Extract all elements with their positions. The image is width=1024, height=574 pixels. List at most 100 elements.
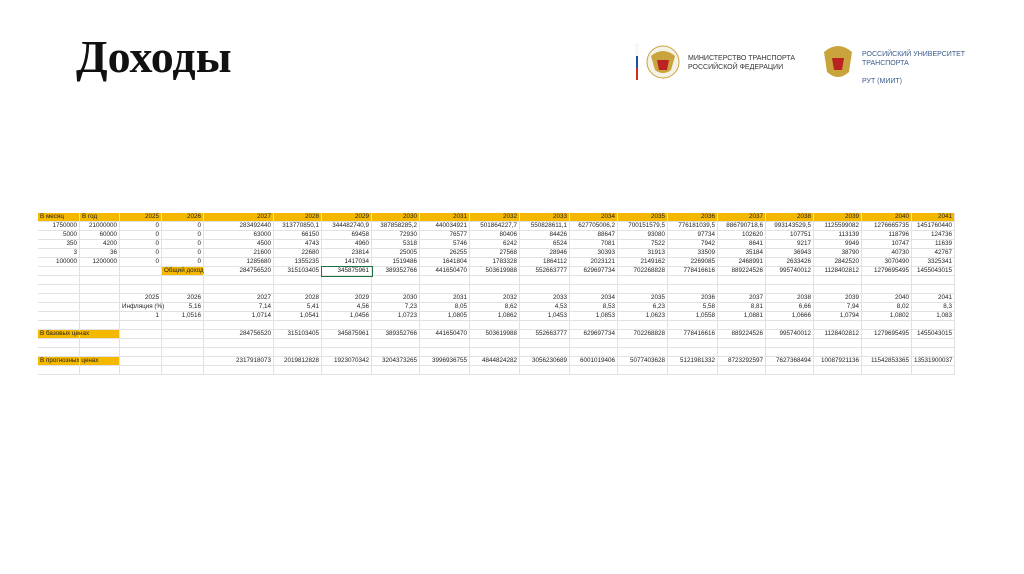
- cell: 1,083: [912, 312, 955, 321]
- cell: 441650470: [420, 330, 470, 339]
- cell: [912, 321, 955, 330]
- cell: [862, 339, 912, 348]
- cell: [912, 276, 955, 285]
- cell: [470, 348, 520, 357]
- cell: [120, 366, 162, 375]
- cell-text: 345875961: [337, 267, 369, 274]
- cell: 3325341: [912, 258, 955, 267]
- cell-text: 25005: [399, 249, 417, 256]
- cell: 6,66: [766, 303, 814, 312]
- cell: [570, 276, 618, 285]
- flag-white: [635, 43, 639, 57]
- cell: 1,0714: [204, 312, 274, 321]
- cell: 2633426: [766, 258, 814, 267]
- cell-text: 4844824282: [481, 357, 517, 364]
- cell-text: 886790718,6: [726, 222, 763, 229]
- cell-text: 0: [155, 231, 159, 238]
- cell-text: 31913: [647, 249, 665, 256]
- cell: 35184: [718, 249, 766, 258]
- cell: [120, 267, 162, 276]
- cell-text: 3325341: [927, 258, 952, 265]
- cell: 11542853365: [862, 357, 912, 366]
- cell: 3996936755: [420, 357, 470, 366]
- cell-text: 1,0853: [595, 312, 615, 319]
- cell-text: 11542853365: [870, 357, 909, 364]
- cell-text: 4960: [354, 240, 369, 247]
- cell-text: 28946: [549, 249, 567, 256]
- cell-text: 8,02: [896, 303, 909, 310]
- cell-text: 2027: [256, 213, 271, 220]
- cell: 8641: [718, 240, 766, 249]
- cell-text: 0: [155, 240, 159, 247]
- cell: [204, 321, 274, 330]
- cell-text: 1,0862: [497, 312, 517, 319]
- cell: [38, 366, 80, 375]
- cell: 8,3: [912, 303, 955, 312]
- cell: 2026: [162, 213, 204, 222]
- cell: 4,56: [322, 303, 372, 312]
- cell-text: 2036: [700, 294, 715, 301]
- cell: 1,0453: [520, 312, 570, 321]
- cell: [120, 348, 162, 357]
- cell: [618, 366, 668, 375]
- cell: [718, 321, 766, 330]
- cell-text: Общий доход: [164, 267, 204, 274]
- cell-text: 10087921136: [820, 357, 859, 364]
- cell: Инфляция (%): [120, 303, 164, 312]
- cell: [372, 339, 420, 348]
- cell-text: 700151579,5: [628, 222, 665, 229]
- cell: [618, 276, 668, 285]
- cell: 2029: [322, 213, 372, 222]
- cell: 889224526: [718, 330, 766, 339]
- cell-text: 1,0794: [839, 312, 859, 319]
- cell-text: 283492440: [239, 222, 271, 229]
- cell: [38, 303, 80, 312]
- cell-text: 1285680: [246, 258, 271, 265]
- cell: 315103405: [274, 267, 322, 276]
- cell: 776181039,5: [668, 222, 718, 231]
- cell: 1200000: [80, 258, 120, 267]
- cell: [274, 339, 322, 348]
- cell: [322, 285, 372, 294]
- cell-text: 313770850,1: [282, 222, 319, 229]
- cell-text: 1,0541: [299, 312, 319, 319]
- cell-text: 993143529,5: [774, 222, 811, 229]
- cell: [204, 285, 274, 294]
- cell: 8,53: [570, 303, 618, 312]
- cell-text: 40730: [891, 249, 909, 256]
- cell-text: 2317918073: [235, 357, 271, 364]
- cell: 0: [162, 222, 204, 231]
- cell: 2027: [204, 213, 274, 222]
- cell-text: 7,14: [258, 303, 271, 310]
- cell-text: 2035: [650, 213, 665, 220]
- cell: [120, 285, 162, 294]
- cell: 7522: [618, 240, 668, 249]
- cell: 2028: [274, 213, 322, 222]
- cell: 26255: [420, 249, 470, 258]
- cell-text: 776181039,5: [678, 222, 715, 229]
- cell: 5,41: [274, 303, 322, 312]
- cell-text: 93080: [647, 231, 665, 238]
- cell: [668, 285, 718, 294]
- cell: [470, 321, 520, 330]
- cell: 13531900037: [912, 357, 955, 366]
- cell-text: 84426: [549, 231, 567, 238]
- cell: [274, 321, 322, 330]
- cell-text: 1864112: [542, 258, 567, 265]
- cell: 2037: [718, 294, 766, 303]
- cell: 7,14: [204, 303, 274, 312]
- cell-text: 1: [155, 312, 159, 319]
- cell: 2038: [766, 213, 814, 222]
- cell: 313770850,1: [274, 222, 322, 231]
- cell-text: 2039: [844, 294, 859, 301]
- cell-text: 2468991: [738, 258, 763, 265]
- cell-text: 1923070342: [333, 357, 369, 364]
- cell: 2023121: [570, 258, 618, 267]
- cell: 995740012: [766, 330, 814, 339]
- cell: 23814: [322, 249, 372, 258]
- cell: 8,62: [470, 303, 520, 312]
- slide-title: Доходы: [76, 31, 232, 82]
- cell: 93080: [618, 231, 668, 240]
- cell: 11639: [912, 240, 955, 249]
- cell-text: 889224526: [731, 267, 763, 274]
